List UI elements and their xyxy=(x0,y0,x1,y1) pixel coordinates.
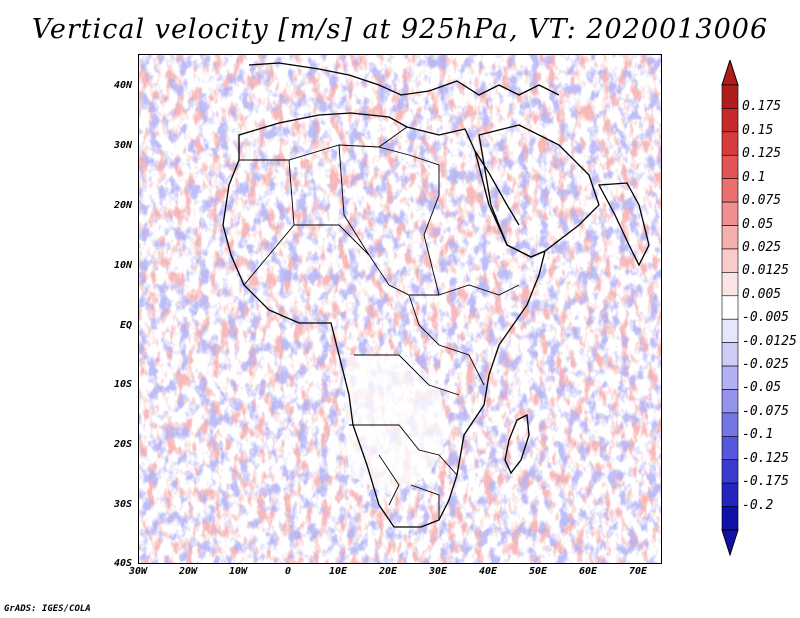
lon-tick: 50E xyxy=(528,566,548,577)
lon-tick: 10E xyxy=(328,566,348,577)
coastlines xyxy=(222,62,650,528)
lon-tick: 60E xyxy=(578,566,598,577)
lon-tick: 10W xyxy=(228,566,248,577)
colorbar-label: -0.005 xyxy=(742,310,789,326)
lat-tick: 10N xyxy=(113,260,132,271)
colorbar-cell xyxy=(721,178,739,203)
colorbar-label: 0.005 xyxy=(742,286,782,302)
lat-tick: 30S xyxy=(113,499,132,510)
colorbar-cell xyxy=(721,459,739,484)
lat-tick: 20S xyxy=(113,439,132,450)
colorbar-cell xyxy=(721,365,739,390)
country-borders xyxy=(239,126,520,520)
colorbar-label: 0.125 xyxy=(742,146,782,162)
colorbar-label: -0.175 xyxy=(742,474,789,490)
lon-tick: 0 xyxy=(284,566,292,577)
grads-credit: GrADS: IGES/COLA xyxy=(4,604,91,614)
lon-tick: 20W xyxy=(178,566,198,577)
colorbar-cells xyxy=(721,60,739,557)
colorbar-arrow-top xyxy=(721,60,739,86)
colorbar-cell xyxy=(721,225,739,250)
colorbar-cell xyxy=(721,154,739,179)
colorbar-label: -0.05 xyxy=(742,380,782,396)
lon-tick: 30E xyxy=(428,566,448,577)
colorbar-cell xyxy=(721,412,739,437)
map-canvas xyxy=(139,55,661,563)
chart-title: Vertical velocity [m/s] at 925hPa, VT: 2… xyxy=(31,14,769,45)
lon-tick: 30W xyxy=(128,566,148,577)
colorbar-label: 0.1 xyxy=(742,169,766,185)
colorbar xyxy=(721,60,739,557)
lat-tick: 10S xyxy=(113,379,132,390)
lat-tick: 40N xyxy=(113,80,132,91)
colorbar-arrow-bottom xyxy=(721,529,739,557)
colorbar-cell xyxy=(721,201,739,226)
colorbar-label: 0.025 xyxy=(742,239,782,255)
colorbar-cell xyxy=(721,295,739,320)
colorbar-cell xyxy=(721,248,739,273)
colorbar-label: -0.0125 xyxy=(742,333,797,349)
lon-tick: 40E xyxy=(478,566,498,577)
colorbar-label: 0.075 xyxy=(742,193,782,209)
lat-tick: 40S xyxy=(113,558,132,569)
colorbar-cell xyxy=(721,342,739,367)
colorbar-label: 0.05 xyxy=(742,216,774,232)
colorbar-label: 0.175 xyxy=(742,99,782,115)
colorbar-label: -0.2 xyxy=(742,497,774,513)
colorbar-cell xyxy=(721,131,739,156)
colorbar-cell xyxy=(721,389,739,414)
lon-tick: 20E xyxy=(378,566,398,577)
colorbar-label: -0.125 xyxy=(742,450,789,466)
map-panel xyxy=(138,54,662,564)
colorbar-label: 0.0125 xyxy=(742,263,789,279)
colorbar-label: -0.025 xyxy=(742,357,789,373)
lon-tick: 70E xyxy=(628,566,648,577)
colorbar-cell xyxy=(721,272,739,297)
colorbar-cell xyxy=(721,482,739,507)
lat-tick: 30N xyxy=(113,140,132,151)
colorbar-cell xyxy=(721,84,739,109)
colorbar-cell xyxy=(721,506,739,531)
colorbar-cell xyxy=(721,108,739,133)
lat-tick: EQ xyxy=(119,320,132,331)
colorbar-label: -0.1 xyxy=(742,427,774,443)
colorbar-label: 0.15 xyxy=(742,122,774,138)
colorbar-cell xyxy=(721,436,739,461)
colorbar-cell xyxy=(721,318,739,343)
lat-tick: 20N xyxy=(113,200,132,211)
colorbar-label: -0.075 xyxy=(742,403,789,419)
